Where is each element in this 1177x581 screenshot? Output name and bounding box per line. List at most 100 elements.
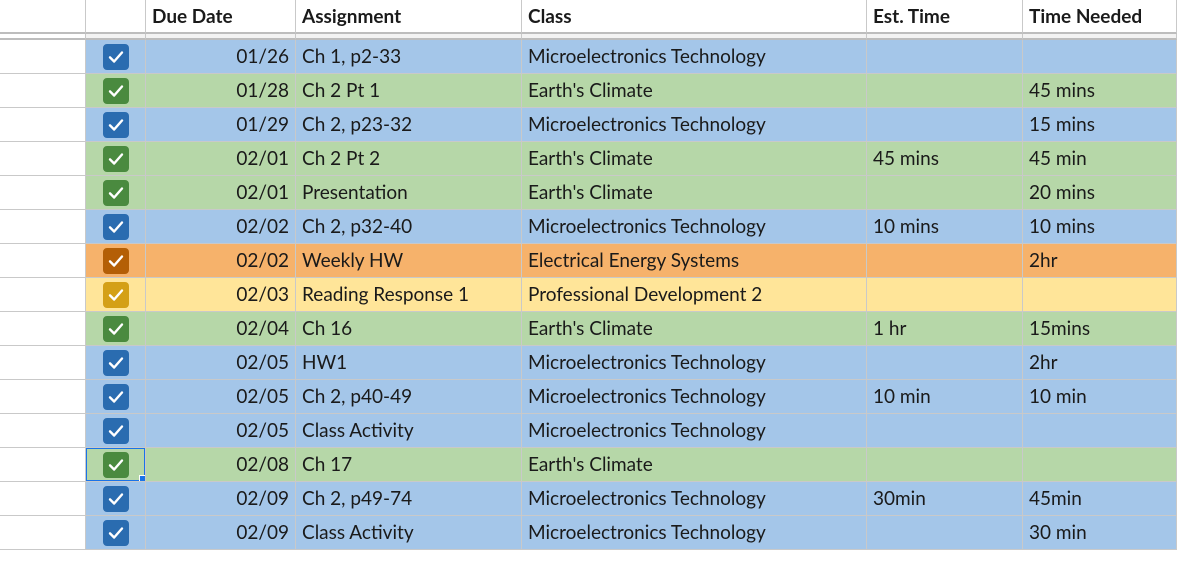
- cell-time-needed[interactable]: 10 mins: [1023, 210, 1177, 244]
- row-header[interactable]: [0, 210, 86, 244]
- row-header[interactable]: [0, 40, 86, 74]
- cell-time-needed[interactable]: [1023, 448, 1177, 482]
- checkbox-cell[interactable]: [86, 346, 146, 380]
- row-header[interactable]: [0, 142, 86, 176]
- checkbox-icon[interactable]: [103, 486, 129, 512]
- cell-time-needed[interactable]: 20 mins: [1023, 176, 1177, 210]
- cell-due-date[interactable]: 02/09: [146, 482, 296, 516]
- cell-time-needed[interactable]: 15 mins: [1023, 108, 1177, 142]
- cell-est-time[interactable]: 45 mins: [867, 142, 1023, 176]
- checkbox-icon[interactable]: [103, 44, 129, 70]
- checkbox-cell[interactable]: [86, 516, 146, 550]
- cell-est-time[interactable]: [867, 108, 1023, 142]
- cell-assignment[interactable]: Weekly HW: [296, 244, 522, 278]
- cell-time-needed[interactable]: 45min: [1023, 482, 1177, 516]
- checkbox-icon[interactable]: [103, 78, 129, 104]
- cell-est-time[interactable]: [867, 40, 1023, 74]
- cell-time-needed[interactable]: 10 min: [1023, 380, 1177, 414]
- checkbox-cell[interactable]: [86, 380, 146, 414]
- cell-due-date[interactable]: 01/29: [146, 108, 296, 142]
- row-header[interactable]: [0, 176, 86, 210]
- cell-due-date[interactable]: 01/26: [146, 40, 296, 74]
- cell-assignment[interactable]: Ch 2 Pt 2: [296, 142, 522, 176]
- cell-est-time[interactable]: [867, 448, 1023, 482]
- checkbox-cell[interactable]: [86, 482, 146, 516]
- cell-assignment[interactable]: Ch 2, p32-40: [296, 210, 522, 244]
- cell-est-time[interactable]: 10 mins: [867, 210, 1023, 244]
- cell-est-time[interactable]: [867, 414, 1023, 448]
- row-header[interactable]: [0, 74, 86, 108]
- cell-assignment[interactable]: Class Activity: [296, 414, 522, 448]
- checkbox-cell[interactable]: [86, 244, 146, 278]
- header-due-date[interactable]: Due Date: [146, 0, 296, 34]
- header-time-needed[interactable]: Time Needed: [1023, 0, 1177, 34]
- cell-assignment[interactable]: Ch 1, p2-33: [296, 40, 522, 74]
- cell-assignment[interactable]: Ch 16: [296, 312, 522, 346]
- cell-due-date[interactable]: 02/04: [146, 312, 296, 346]
- checkbox-icon[interactable]: [103, 452, 129, 478]
- cell-class[interactable]: Professional Development 2: [522, 278, 867, 312]
- checkbox-icon[interactable]: [103, 316, 129, 342]
- cell-assignment[interactable]: Ch 2, p40-49: [296, 380, 522, 414]
- cell-class[interactable]: Microelectronics Technology: [522, 482, 867, 516]
- cell-time-needed[interactable]: 2hr: [1023, 244, 1177, 278]
- checkbox-icon[interactable]: [103, 112, 129, 138]
- checkbox-cell[interactable]: [86, 176, 146, 210]
- cell-class[interactable]: Microelectronics Technology: [522, 380, 867, 414]
- cell-time-needed[interactable]: 15mins: [1023, 312, 1177, 346]
- checkbox-cell[interactable]: [86, 40, 146, 74]
- cell-assignment[interactable]: Ch 2 Pt 1: [296, 74, 522, 108]
- cell-class[interactable]: Earth's Climate: [522, 142, 867, 176]
- cell-est-time[interactable]: [867, 176, 1023, 210]
- cell-due-date[interactable]: 01/28: [146, 74, 296, 108]
- cell-time-needed[interactable]: [1023, 278, 1177, 312]
- cell-assignment[interactable]: HW1: [296, 346, 522, 380]
- cell-assignment[interactable]: Presentation: [296, 176, 522, 210]
- checkbox-icon[interactable]: [103, 180, 129, 206]
- cell-due-date[interactable]: 02/08: [146, 448, 296, 482]
- row-header[interactable]: [0, 482, 86, 516]
- checkbox-icon[interactable]: [103, 384, 129, 410]
- cell-due-date[interactable]: 02/03: [146, 278, 296, 312]
- cell-est-time[interactable]: [867, 244, 1023, 278]
- header-assignment[interactable]: Assignment: [296, 0, 522, 34]
- cell-est-time[interactable]: 30min: [867, 482, 1023, 516]
- row-header[interactable]: [0, 448, 86, 482]
- checkbox-icon[interactable]: [103, 520, 129, 546]
- checkbox-icon[interactable]: [103, 248, 129, 274]
- cell-due-date[interactable]: 02/01: [146, 176, 296, 210]
- cell-assignment[interactable]: Class Activity: [296, 516, 522, 550]
- checkbox-icon[interactable]: [103, 146, 129, 172]
- cell-class[interactable]: Earth's Climate: [522, 176, 867, 210]
- row-header[interactable]: [0, 346, 86, 380]
- cell-assignment[interactable]: Ch 2, p49-74: [296, 482, 522, 516]
- checkbox-cell[interactable]: [86, 142, 146, 176]
- cell-est-time[interactable]: [867, 346, 1023, 380]
- checkbox-cell[interactable]: [86, 312, 146, 346]
- header-rownum[interactable]: [0, 0, 86, 34]
- row-header[interactable]: [0, 278, 86, 312]
- cell-assignment[interactable]: Ch 17: [296, 448, 522, 482]
- cell-due-date[interactable]: 02/09: [146, 516, 296, 550]
- cell-est-time[interactable]: [867, 516, 1023, 550]
- cell-est-time[interactable]: [867, 74, 1023, 108]
- cell-class[interactable]: Electrical Energy Systems: [522, 244, 867, 278]
- cell-assignment[interactable]: Reading Response 1: [296, 278, 522, 312]
- cell-est-time[interactable]: 10 min: [867, 380, 1023, 414]
- checkbox-cell[interactable]: [86, 448, 146, 482]
- cell-due-date[interactable]: 02/01: [146, 142, 296, 176]
- checkbox-icon[interactable]: [103, 418, 129, 444]
- checkbox-icon[interactable]: [103, 350, 129, 376]
- cell-due-date[interactable]: 02/02: [146, 210, 296, 244]
- checkbox-cell[interactable]: [86, 278, 146, 312]
- cell-time-needed[interactable]: 30 min: [1023, 516, 1177, 550]
- cell-time-needed[interactable]: 45 min: [1023, 142, 1177, 176]
- cell-assignment[interactable]: Ch 2, p23-32: [296, 108, 522, 142]
- checkbox-icon[interactable]: [103, 214, 129, 240]
- cell-class[interactable]: Earth's Climate: [522, 74, 867, 108]
- header-checkbox[interactable]: [86, 0, 146, 34]
- cell-time-needed[interactable]: [1023, 40, 1177, 74]
- cell-class[interactable]: Microelectronics Technology: [522, 346, 867, 380]
- row-header[interactable]: [0, 244, 86, 278]
- header-class[interactable]: Class: [522, 0, 867, 34]
